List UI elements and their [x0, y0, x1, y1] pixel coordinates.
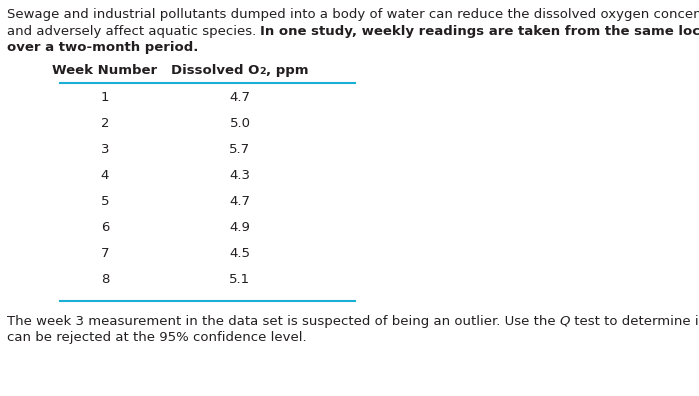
Text: and adversely affect aquatic species.: and adversely affect aquatic species. — [7, 25, 261, 38]
Text: 4: 4 — [101, 169, 109, 182]
Text: 6: 6 — [101, 221, 109, 234]
Text: In one study, weekly readings are taken from the same location: In one study, weekly readings are taken … — [261, 25, 699, 38]
Text: Sewage and industrial pollutants dumped into a body of water can reduce the diss: Sewage and industrial pollutants dumped … — [7, 8, 699, 21]
Text: test to determine if the value: test to determine if the value — [570, 314, 699, 327]
Text: 4.5: 4.5 — [229, 247, 250, 260]
Text: 1: 1 — [101, 91, 109, 104]
Text: 4.3: 4.3 — [229, 169, 250, 182]
Text: 5: 5 — [101, 194, 109, 208]
Text: 5.7: 5.7 — [229, 143, 250, 156]
Text: , ppm: , ppm — [266, 64, 309, 77]
Text: 7: 7 — [101, 247, 109, 260]
Text: Dissolved O: Dissolved O — [171, 64, 259, 77]
Text: 4.7: 4.7 — [229, 91, 250, 104]
Text: can be rejected at the 95% confidence level.: can be rejected at the 95% confidence le… — [7, 331, 307, 344]
Text: over a two-month period.: over a two-month period. — [7, 41, 199, 54]
Text: Q: Q — [560, 314, 570, 327]
Text: 5.1: 5.1 — [229, 272, 250, 286]
Text: 2: 2 — [101, 116, 109, 129]
Text: 4.9: 4.9 — [229, 221, 250, 234]
Text: 3: 3 — [101, 143, 109, 156]
Text: Week Number: Week Number — [52, 64, 157, 77]
Text: 2: 2 — [259, 67, 266, 76]
Text: 8: 8 — [101, 272, 109, 286]
Text: The week 3 measurement in the data set is suspected of being an outlier. Use the: The week 3 measurement in the data set i… — [7, 314, 560, 327]
Text: 4.7: 4.7 — [229, 194, 250, 208]
Text: 5.0: 5.0 — [229, 116, 250, 129]
